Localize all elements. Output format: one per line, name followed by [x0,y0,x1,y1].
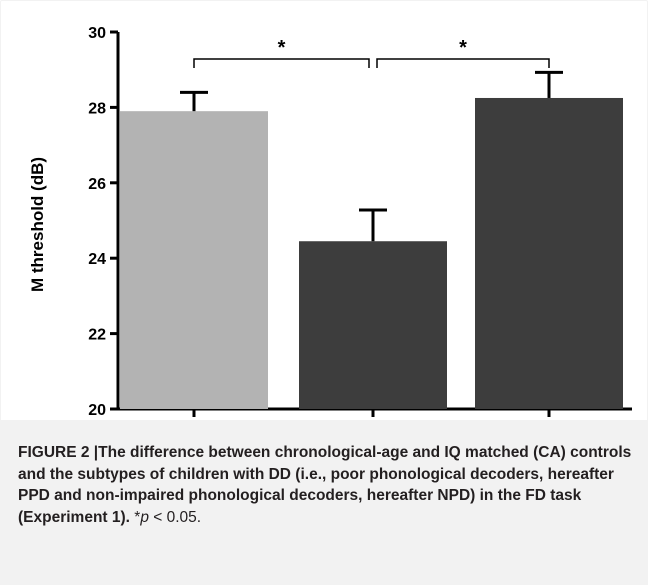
y-tick-label: 26 [88,176,106,193]
y-tick-label: 22 [88,327,106,344]
y-axis-label: M threshold (dB) [28,157,47,292]
chart-bars [120,97,623,410]
caption-p-var: p [140,508,149,526]
bar-chart: 202224262830CA controls (n=24)PPD (n=12)… [28,25,632,440]
y-tick-label: 24 [88,251,106,268]
chart-significance: * * [193,37,550,68]
significance-star: * [459,37,467,59]
caption-p-rest: < 0.05. [148,508,202,526]
chart-error-bars [180,70,563,242]
y-tick-label: 20 [88,402,106,419]
figure-caption: FIGURE 2 |The difference between chronol… [18,442,633,528]
caption-bold-text: The difference between chronological-age… [18,444,632,526]
caption-p-symbol: * [134,508,141,526]
significance-bracket [376,58,550,68]
y-tick-label: 30 [88,25,106,42]
bar [120,111,268,410]
caption-label: FIGURE 2 | [18,444,99,461]
bar [299,241,447,409]
significance-bracket [193,58,370,68]
caption-background [0,420,648,585]
y-tick-label: 28 [88,100,106,117]
bar [475,97,623,409]
significance-star: * [278,37,286,59]
